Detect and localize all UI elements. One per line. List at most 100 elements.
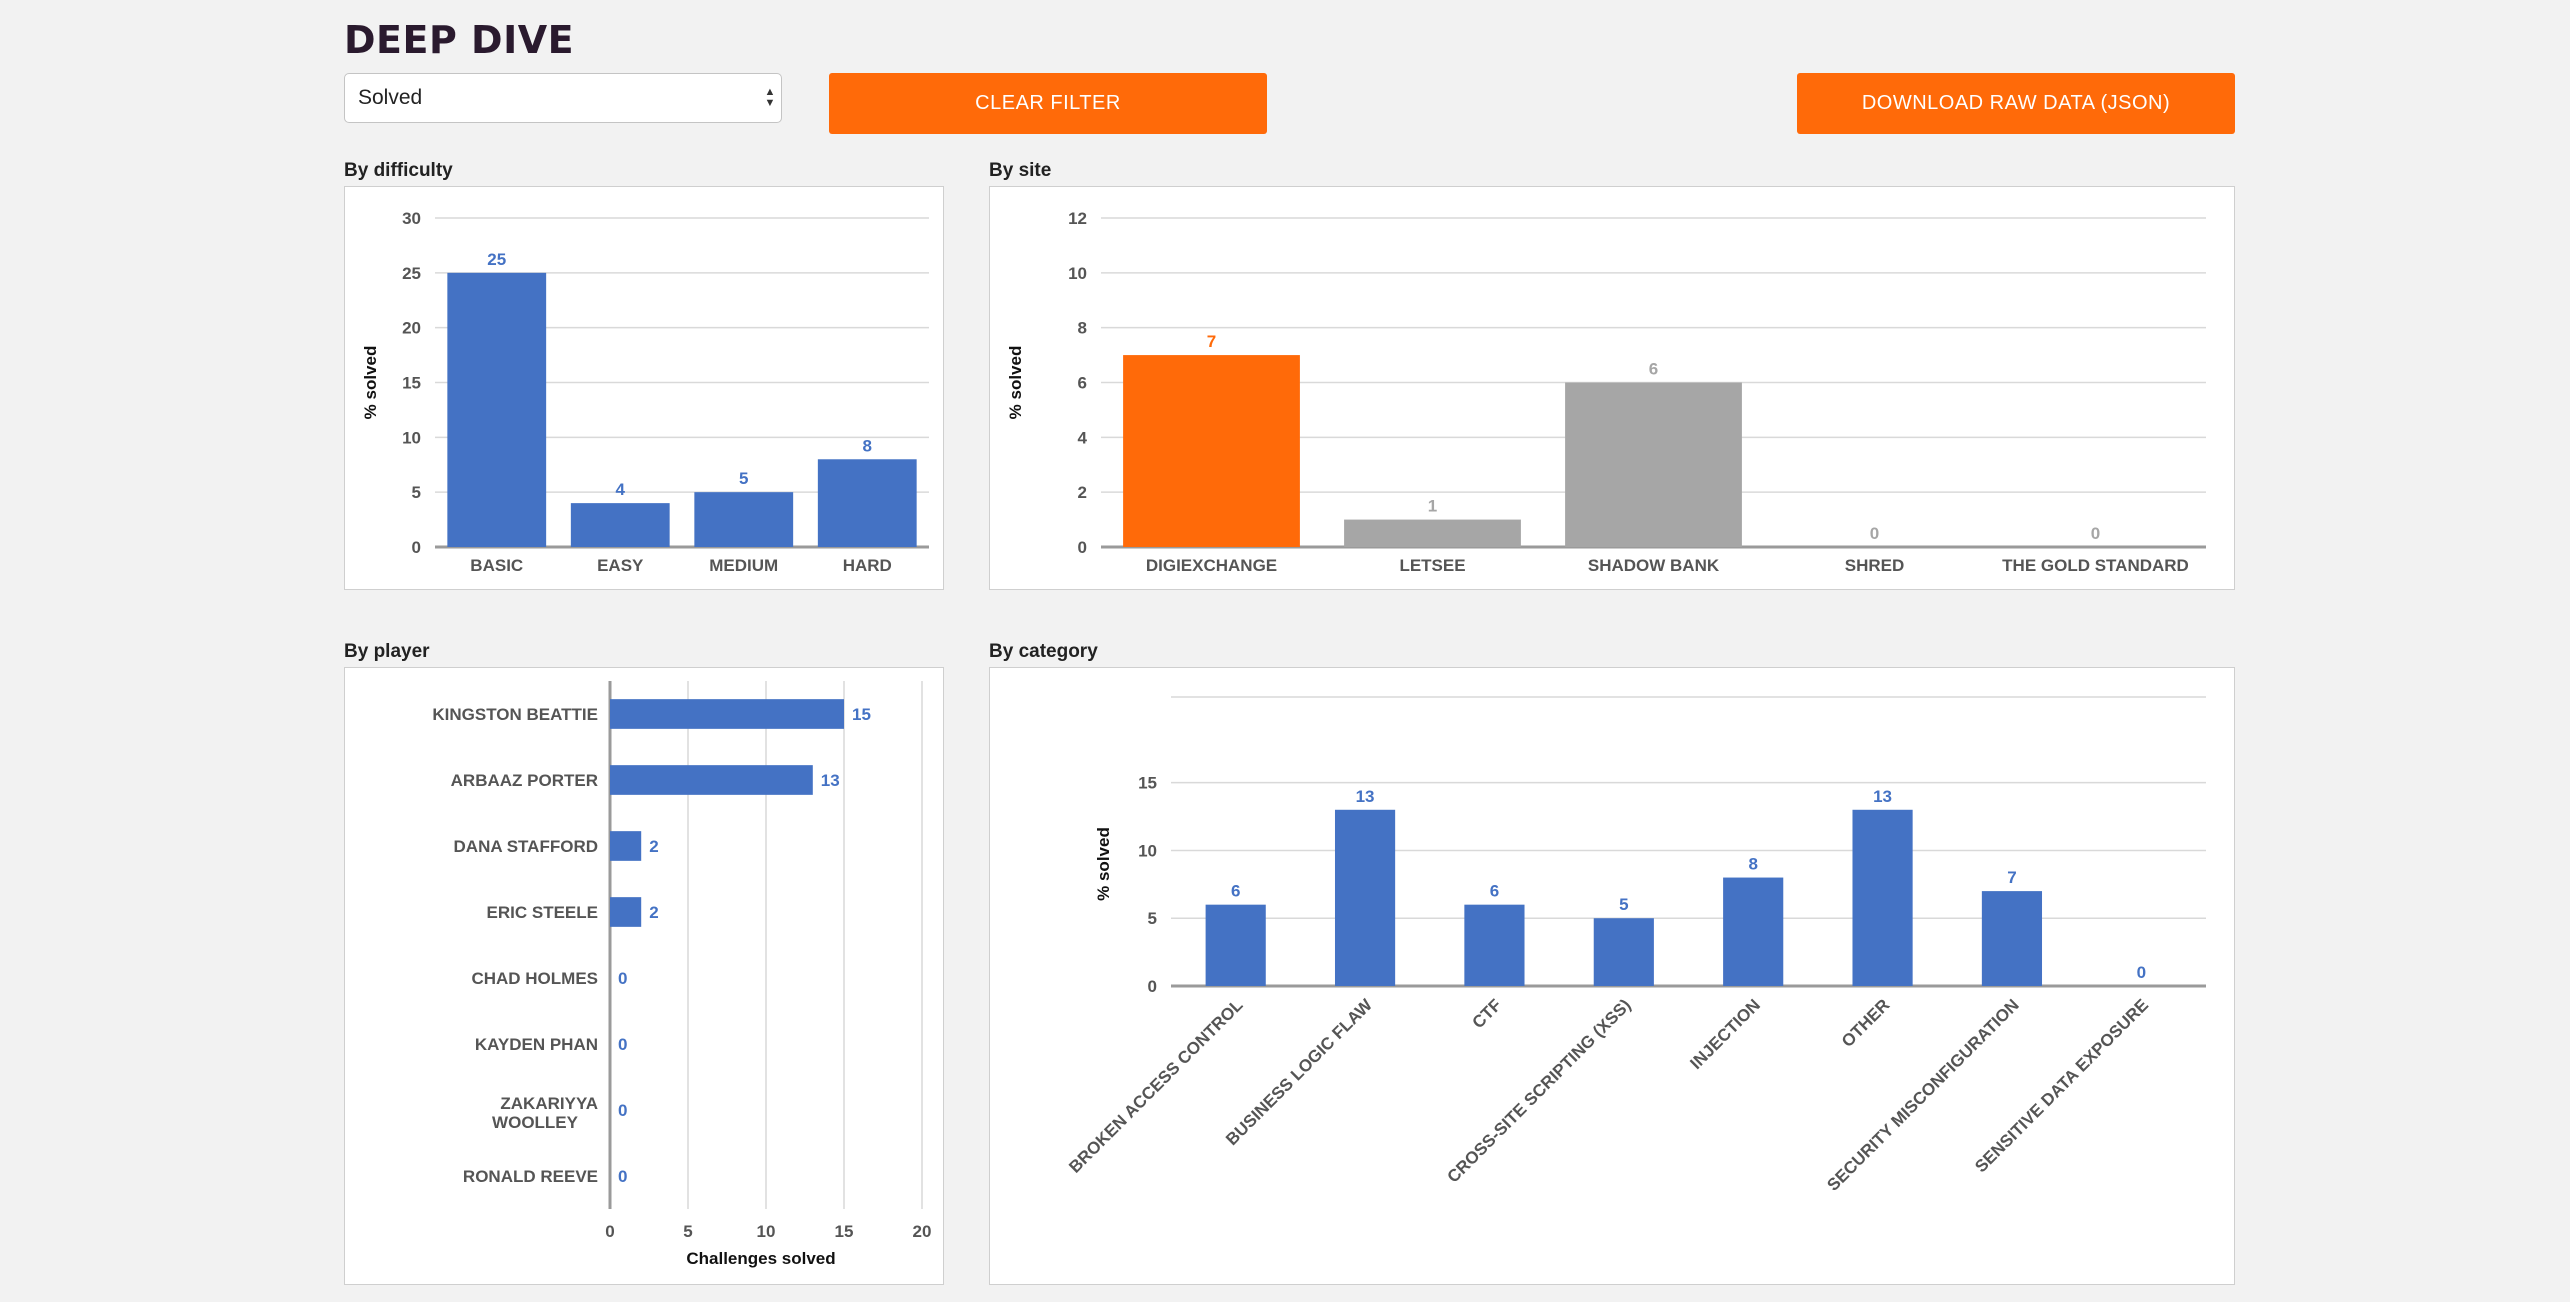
bar	[1723, 877, 1784, 986]
data-label: 4	[616, 480, 626, 499]
y-tick-label: 0	[412, 538, 421, 557]
x-category-label: INJECTION	[1686, 995, 1764, 1073]
x-category-label: MEDIUM	[709, 556, 778, 575]
data-label: 6	[1231, 882, 1240, 901]
data-label: 13	[1873, 787, 1892, 806]
data-label: 2	[649, 903, 658, 922]
x-tick-label: 0	[605, 1222, 614, 1241]
download-raw-data-button[interactable]: DOWNLOAD RAW DATA (JSON)	[1797, 73, 2235, 134]
y-axis-title: % solved	[361, 346, 380, 420]
x-tick-label: 20	[913, 1222, 932, 1241]
x-category-label: EASY	[597, 556, 644, 575]
data-label: 8	[1748, 855, 1757, 874]
data-label: 0	[618, 1101, 627, 1120]
x-category-label: SHADOW BANK	[1588, 556, 1720, 575]
x-category-label: LETSEE	[1399, 556, 1465, 575]
category-chart: 0 5 10 15 6 BROKEN ACCESS CONTROL 13 BUSINESS L…	[1065, 696, 2206, 1195]
y-tick-label: 6	[1078, 374, 1087, 393]
bar	[1464, 904, 1525, 986]
bar	[1981, 891, 2043, 986]
y-tick-label: 8	[1078, 319, 1087, 338]
data-label: 0	[2137, 963, 2146, 982]
bar	[610, 897, 642, 927]
data-label: 0	[1870, 524, 1879, 543]
y-axis-title: % solved	[1094, 827, 1113, 901]
player-chart-panel: 0 5 10 15 20 15 KINGSTON BEATTIE 13 ARBAAZ PORTE…	[344, 667, 944, 1285]
bar	[1205, 904, 1266, 986]
filter-select[interactable]: Solved ▲ ▼	[344, 73, 782, 123]
x-category-label: BUSINESS LOGIC FLAW	[1222, 995, 1376, 1149]
data-label: 6	[1649, 360, 1658, 379]
data-label: 0	[2091, 524, 2100, 543]
data-label: 13	[821, 771, 840, 790]
x-category-label: BROKEN ACCESS CONTROL	[1065, 995, 1246, 1176]
bar	[610, 699, 844, 729]
bar	[447, 272, 547, 547]
x-category-label: DIGIEXCHANGE	[1146, 556, 1277, 575]
data-label: 25	[487, 250, 506, 269]
x-tick-label: 15	[835, 1222, 854, 1241]
data-label: 7	[2007, 868, 2016, 887]
data-label: 8	[863, 436, 872, 455]
panel-label-difficulty: By difficulty	[344, 160, 453, 181]
y-tick-label: 12	[1068, 209, 1087, 228]
y-category-label: ERIC STEELE	[487, 903, 598, 922]
x-category-label: BASIC	[470, 556, 523, 575]
panel-label-category: By category	[989, 641, 1098, 662]
y-tick-label: 0	[1148, 977, 1157, 996]
y-category-label: KINGSTON BEATTIE	[432, 705, 598, 724]
bar	[1852, 809, 1913, 986]
y-category-label: ZAKARIYYA WOOLLEY	[492, 1094, 598, 1132]
x-category-label: HARD	[843, 556, 892, 575]
y-category-label: RONALD REEVE	[463, 1167, 598, 1186]
bar	[1593, 918, 1654, 986]
y-category-label: KAYDEN PHAN	[475, 1035, 598, 1054]
data-label: 0	[618, 969, 627, 988]
data-label: 1	[1428, 497, 1437, 516]
site-chart: 0 2 4 6 8 10 12 7 DIGIEXCHANGE 1 LETSEE 6 SHADOW BAN…	[1006, 209, 2206, 575]
filter-select-value: Solved	[358, 86, 423, 109]
category-chart-panel: 0 5 10 15 6 BROKEN ACCESS CONTROL 13 BUSINESS L…	[989, 667, 2235, 1285]
x-category-label: CROSS-SITE SCRIPTING (XSS)	[1444, 995, 1635, 1186]
data-label: 6	[1490, 882, 1499, 901]
x-category-label: SHRED	[1845, 556, 1905, 575]
bar	[610, 765, 813, 795]
bar	[1123, 355, 1300, 547]
bar	[694, 492, 794, 547]
data-label: 15	[852, 705, 871, 724]
difficulty-chart: 0 5 10 15 20 25 30 25 BASIC 4 EASY 5 MEDIUM 8 HARD % so…	[361, 209, 929, 575]
y-category-label: DANA STAFFORD	[454, 837, 598, 856]
x-category-label: OTHER	[1838, 995, 1894, 1051]
y-tick-label: 25	[402, 264, 421, 283]
data-label: 5	[1619, 895, 1628, 914]
y-tick-label: 5	[412, 483, 421, 502]
x-tick-label: 10	[757, 1222, 776, 1241]
y-tick-label: 15	[1138, 774, 1157, 793]
bar	[1565, 382, 1742, 547]
y-tick-label: 10	[402, 428, 421, 447]
panel-label-site: By site	[989, 160, 1052, 181]
y-tick-label: 20	[402, 319, 421, 338]
y-tick-label: 4	[1078, 428, 1088, 447]
bar	[817, 459, 917, 547]
y-tick-label: 10	[1068, 264, 1087, 283]
y-tick-label: 15	[402, 374, 421, 393]
bar	[570, 503, 670, 547]
y-tick-label: 0	[1078, 538, 1087, 557]
clear-filter-button[interactable]: CLEAR FILTER	[829, 73, 1267, 134]
panel-label-player: By player	[344, 641, 430, 662]
data-label: 7	[1207, 332, 1216, 351]
x-axis-title: Challenges solved	[686, 1249, 835, 1268]
y-tick-label: 2	[1078, 483, 1087, 502]
bar	[1344, 519, 1521, 547]
page-title: DEEP DIVE	[344, 18, 575, 62]
x-tick-label: 5	[683, 1222, 692, 1241]
select-arrows-icon: ▲ ▼	[764, 86, 776, 109]
y-tick-label: 5	[1148, 909, 1157, 928]
y-tick-label: 30	[402, 209, 421, 228]
y-tick-label: 10	[1138, 841, 1157, 860]
y-category-label: CHAD HOLMES	[471, 969, 598, 988]
y-axis-title: % solved	[1006, 346, 1025, 420]
data-label: 0	[618, 1167, 627, 1186]
